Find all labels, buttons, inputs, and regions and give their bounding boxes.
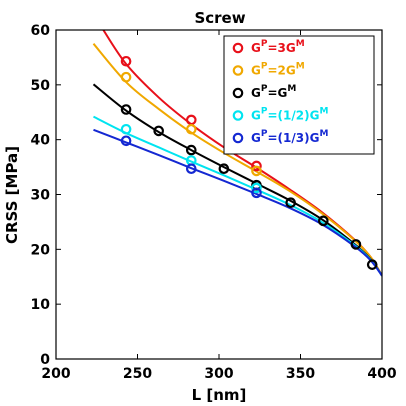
x-tick-label: 350 — [286, 366, 315, 382]
legend-box — [223, 35, 375, 155]
legend-entry-4: GP=(1/3)GM — [251, 129, 328, 145]
legend-marker — [232, 42, 244, 54]
series-2-point — [185, 144, 197, 156]
x-tick-label: 200 — [41, 366, 70, 382]
y-tick-label: 60 — [31, 23, 51, 39]
series-2-point — [318, 215, 329, 227]
x-tick-label: 250 — [123, 366, 152, 382]
series-1-point — [185, 123, 197, 135]
legend-entry-3: GP=(1/2)GM — [251, 107, 328, 123]
y-tick-label: 0 — [40, 352, 50, 368]
legend-marker — [232, 110, 244, 121]
x-tick-label: 400 — [367, 366, 396, 382]
series-3-point — [120, 123, 132, 135]
series-4-point — [120, 135, 132, 147]
y-tick-label: 50 — [31, 78, 51, 94]
legend-marker — [232, 132, 244, 144]
series-1-point — [120, 71, 132, 83]
legend-marker — [232, 65, 244, 76]
series-2-point — [120, 104, 132, 115]
series-2-point — [153, 125, 164, 137]
y-tick-label: 30 — [31, 188, 51, 204]
series-0-point — [251, 160, 262, 172]
y-tick-label: 40 — [31, 133, 51, 149]
series-0-point — [120, 55, 132, 67]
series-1-point — [251, 165, 262, 177]
series-2-point — [366, 259, 378, 270]
y-tick-label: 10 — [31, 297, 51, 313]
x-tick-label: 300 — [204, 366, 233, 382]
series-2-point — [218, 163, 230, 175]
legend-entry-1: GP=2GM — [251, 62, 305, 78]
series-points — [120, 55, 378, 270]
legend-entry-2: GP=GM — [251, 84, 296, 100]
series-2-point — [285, 197, 297, 209]
series-3-point — [251, 182, 262, 194]
series-4-point — [251, 187, 262, 199]
y-tick-label: 20 — [31, 242, 51, 258]
x-axis-label: L [nm] — [192, 386, 247, 404]
series-4-point — [185, 163, 197, 175]
series-2-point — [350, 239, 362, 250]
y-axis-label: CRSS [MPa] — [3, 146, 21, 244]
x-axis-ticks: 200 250 300 350 400 — [41, 30, 397, 382]
chart-title: Screw — [194, 9, 245, 27]
y-axis-ticks: 0 10 20 30 40 50 60 — [31, 23, 382, 368]
series-curve-4 — [93, 128, 382, 277]
legend-entry-0: GP=3GM — [251, 39, 305, 55]
legend-marker — [232, 87, 244, 99]
legend: GP=3GM GP=2GM GP=GM GP=(1/2)GM GP=(1/3)GM — [223, 35, 375, 155]
